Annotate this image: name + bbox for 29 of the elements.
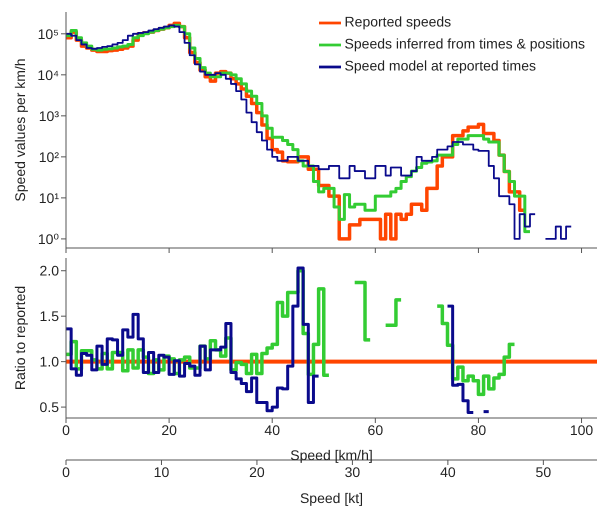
- y-tick-label: 0.5: [40, 399, 60, 416]
- y-tick-label: 1.0: [40, 354, 60, 370]
- x-tick-label: 60: [368, 422, 384, 438]
- x-axis-title: Speed [km/h]: [290, 447, 373, 463]
- y-tick-label: 1.5: [40, 308, 60, 324]
- y-tick-label: 10⁵: [38, 26, 59, 42]
- y-tick-label: 10¹: [38, 190, 60, 206]
- x2-tick-label: 0: [62, 464, 70, 480]
- y-axis-title: Ratio to reported: [12, 286, 28, 390]
- x-tick-label: 40: [264, 422, 280, 438]
- x2-tick-label: 10: [154, 464, 170, 480]
- x2-tick-label: 40: [440, 464, 456, 480]
- x-tick-label: 20: [161, 422, 178, 438]
- y-tick-label: 2.0: [40, 262, 60, 279]
- x-tick-label: 80: [470, 422, 486, 438]
- x2-tick-label: 30: [344, 464, 360, 480]
- legend-label: Speeds inferred from times & positions: [344, 36, 585, 52]
- x-tick-label: 100: [570, 422, 594, 438]
- legend-label: Speed model at reported times: [344, 58, 536, 74]
- y-tick-label: 10⁴: [37, 66, 59, 83]
- x2-axis-title: Speed [kt]: [300, 490, 364, 506]
- legend-label: Reported speeds: [344, 14, 452, 30]
- y-tick-label: 10²: [38, 148, 60, 165]
- x-tick-label: 0: [62, 422, 70, 438]
- x2-tick-label: 20: [249, 464, 265, 480]
- y-axis-title: Speed values per km/h: [12, 58, 28, 202]
- x2-tick-label: 50: [536, 464, 552, 480]
- y-tick-label: 10⁰: [38, 230, 60, 247]
- y-tick-label: 10³: [38, 108, 60, 124]
